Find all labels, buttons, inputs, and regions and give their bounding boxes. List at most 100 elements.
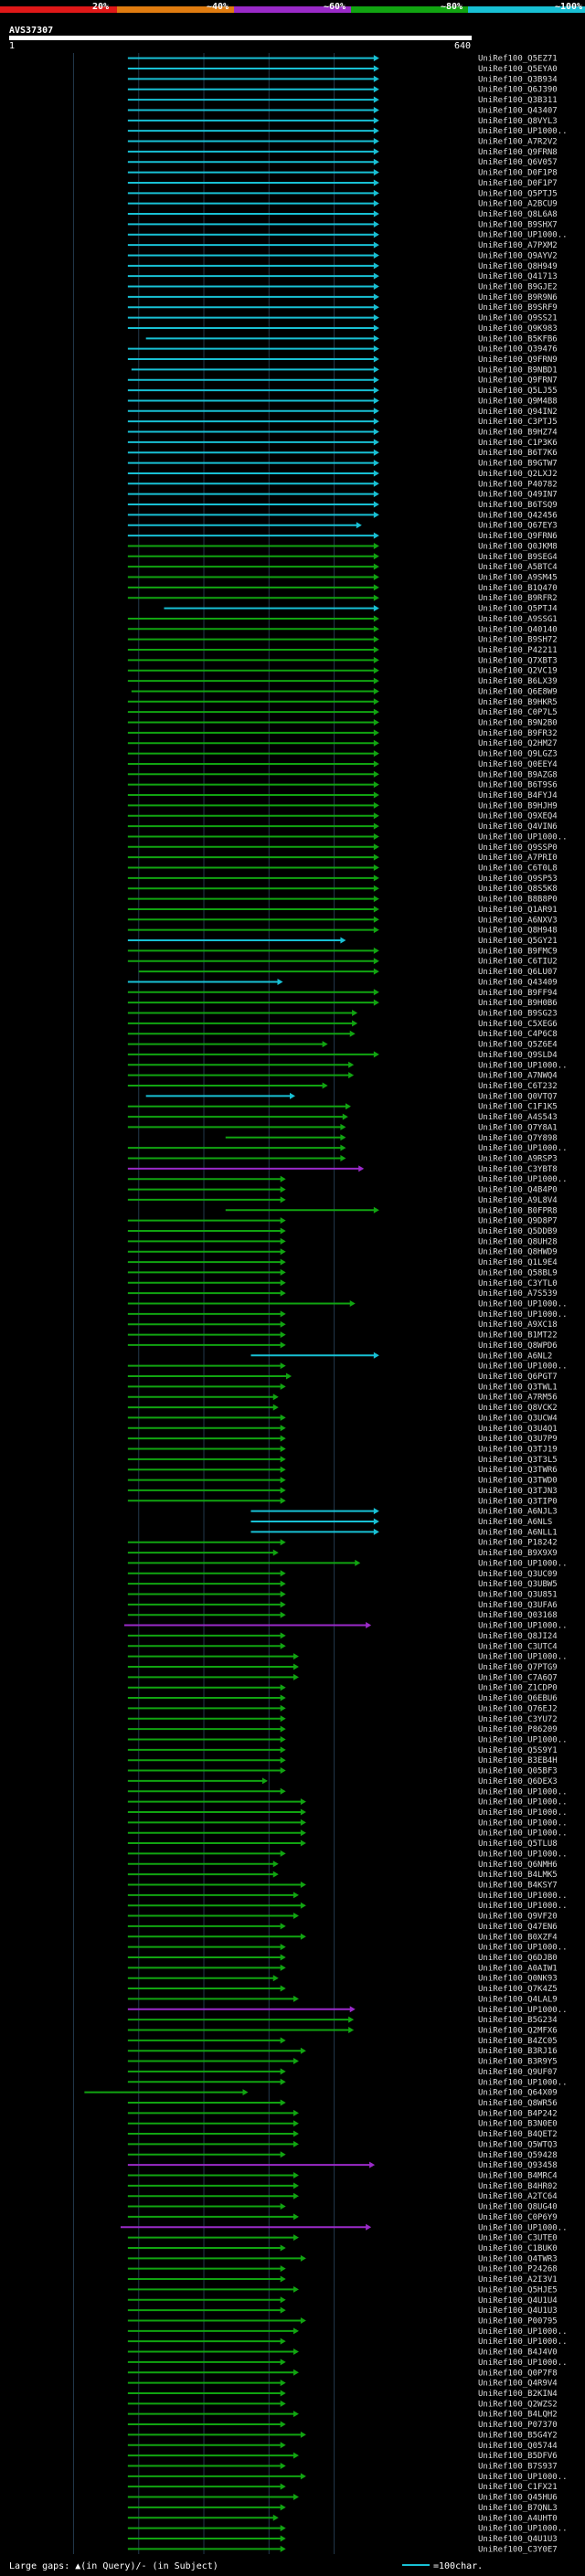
hit-label[interactable]: UniRef100_Q4VIN6 bbox=[478, 822, 558, 832]
hit-label[interactable]: UniRef100_B0XZF4 bbox=[478, 1933, 558, 1942]
hit-label[interactable]: UniRef100_UP1000.. bbox=[478, 1944, 568, 1953]
hit-label[interactable]: UniRef100_A6NL2 bbox=[478, 1352, 552, 1361]
hit-label[interactable]: UniRef100_UP1000.. bbox=[478, 1362, 568, 1372]
hit-label[interactable]: UniRef100_Z1CDP0 bbox=[478, 1684, 558, 1693]
hit-label[interactable]: UniRef100_A0AIW1 bbox=[478, 1964, 558, 1973]
hit-label[interactable]: UniRef100_Q58BL9 bbox=[478, 1268, 558, 1277]
hit-label[interactable]: UniRef100_C1FX21 bbox=[478, 2483, 558, 2492]
hit-label[interactable]: UniRef100_Q9SSP0 bbox=[478, 843, 558, 853]
hit-label[interactable]: UniRef100_Q3U851 bbox=[478, 1590, 558, 1599]
hit-label[interactable]: UniRef100_Q9LGZ3 bbox=[478, 750, 558, 759]
hit-label[interactable]: UniRef100_B6T7K6 bbox=[478, 449, 558, 458]
hit-label[interactable]: UniRef100_UP1000.. bbox=[478, 1892, 568, 1901]
hit-label[interactable]: UniRef100_B8B8P0 bbox=[478, 896, 558, 905]
hit-label[interactable]: UniRef100_Q5EYA0 bbox=[478, 65, 558, 74]
hit-label[interactable]: UniRef100_UP1000.. bbox=[478, 2078, 568, 2087]
hit-label[interactable]: UniRef100_UP1000.. bbox=[478, 2006, 568, 2015]
hit-label[interactable]: UniRef100_B5G4Y2 bbox=[478, 2431, 558, 2440]
hit-label[interactable]: UniRef100_Q0EEY4 bbox=[478, 760, 558, 769]
hit-label[interactable]: UniRef100_B4J4V0 bbox=[478, 2348, 558, 2358]
hit-label[interactable]: UniRef100_C1P3K6 bbox=[478, 439, 558, 448]
hit-label[interactable]: UniRef100_Q5S9Y1 bbox=[478, 1746, 558, 1755]
hit-label[interactable]: UniRef100_Q8VCK2 bbox=[478, 1404, 558, 1413]
hit-label[interactable]: UniRef100_B9AZG8 bbox=[478, 770, 558, 779]
hit-label[interactable]: UniRef100_Q9XEQ4 bbox=[478, 812, 558, 822]
hit-label[interactable]: UniRef100_Q5TLU8 bbox=[478, 1839, 558, 1849]
hit-label[interactable]: UniRef100_D0F1P7 bbox=[478, 179, 558, 188]
hit-label[interactable]: UniRef100_UP1000.. bbox=[478, 1902, 568, 1911]
hit-label[interactable]: UniRef100_B4KSY7 bbox=[478, 1881, 558, 1890]
hit-label[interactable]: UniRef100_UP1000.. bbox=[478, 1559, 568, 1568]
hit-label[interactable]: UniRef100_Q9K983 bbox=[478, 324, 558, 334]
hit-label[interactable]: UniRef100_B9SEG4 bbox=[478, 553, 558, 562]
hit-label[interactable]: UniRef100_Q3T3L5 bbox=[478, 1456, 558, 1465]
hit-label[interactable]: UniRef100_Q2VC19 bbox=[478, 667, 558, 676]
hit-label[interactable]: UniRef100_A7NWQ4 bbox=[478, 1072, 558, 1081]
hit-label[interactable]: UniRef100_Q3U7P9 bbox=[478, 1435, 558, 1444]
hit-label[interactable]: UniRef100_Q2MFX6 bbox=[478, 2026, 558, 2035]
hit-label[interactable]: UniRef100_B4FYJ4 bbox=[478, 791, 558, 800]
hit-label[interactable]: UniRef100_A7PXM2 bbox=[478, 241, 558, 250]
hit-label[interactable]: UniRef100_A6NXV3 bbox=[478, 916, 558, 925]
hit-label[interactable]: UniRef100_Q3TJ19 bbox=[478, 1445, 558, 1454]
hit-label[interactable]: UniRef100_B0FPR8 bbox=[478, 1206, 558, 1215]
hit-label[interactable]: UniRef100_UP1000.. bbox=[478, 2525, 568, 2534]
hit-label[interactable]: UniRef100_UP1000.. bbox=[478, 1144, 568, 1153]
hit-label[interactable]: UniRef100_B9GJE2 bbox=[478, 283, 558, 292]
hit-label[interactable]: UniRef100_B9SH72 bbox=[478, 636, 558, 645]
hit-label[interactable]: UniRef100_Q2LXJ2 bbox=[478, 470, 558, 479]
hit-label[interactable]: UniRef100_Q7PTG9 bbox=[478, 1663, 558, 1672]
hit-label[interactable]: UniRef100_Q9SLD4 bbox=[478, 1051, 558, 1060]
hit-label[interactable]: UniRef100_C3PTJ5 bbox=[478, 418, 558, 427]
hit-label[interactable]: UniRef100_A9XC18 bbox=[478, 1320, 558, 1330]
hit-label[interactable]: UniRef100_A4S543 bbox=[478, 1113, 558, 1122]
hit-label[interactable]: UniRef100_P86209 bbox=[478, 1725, 558, 1734]
hit-label[interactable]: UniRef100_Q9AYV2 bbox=[478, 251, 558, 260]
hit-label[interactable]: UniRef100_Q3B934 bbox=[478, 75, 558, 84]
hit-label[interactable]: UniRef100_Q8JI24 bbox=[478, 1632, 558, 1641]
hit-label[interactable]: UniRef100_P40782 bbox=[478, 480, 558, 489]
hit-label[interactable]: UniRef100_Q7K4Z5 bbox=[478, 1985, 558, 1994]
hit-label[interactable]: UniRef100_B9FF94 bbox=[478, 989, 558, 998]
hit-label[interactable]: UniRef100_A6NJL3 bbox=[478, 1508, 558, 1517]
hit-label[interactable]: UniRef100_UP1000.. bbox=[478, 1818, 568, 1828]
hit-label[interactable]: UniRef100_B9HKR5 bbox=[478, 698, 558, 707]
hit-label[interactable]: UniRef100_Q9SS21 bbox=[478, 314, 558, 323]
hit-label[interactable]: UniRef100_UP1000.. bbox=[478, 832, 568, 842]
hit-label[interactable]: UniRef100_A4UHT0 bbox=[478, 2514, 558, 2523]
hit-label[interactable]: UniRef100_Q5WTQ3 bbox=[478, 2140, 558, 2149]
hit-label[interactable]: UniRef100_UP1000.. bbox=[478, 2337, 568, 2347]
hit-label[interactable]: UniRef100_UP1000.. bbox=[478, 1798, 568, 1807]
hit-label[interactable]: UniRef100_Q9D8P7 bbox=[478, 1217, 558, 1226]
hit-label[interactable]: UniRef100_Q0P7F8 bbox=[478, 2369, 558, 2378]
hit-label[interactable]: UniRef100_A7S539 bbox=[478, 1289, 558, 1299]
hit-label[interactable]: UniRef100_Q43409 bbox=[478, 978, 558, 987]
hit-label[interactable]: UniRef100_Q5LJ55 bbox=[478, 387, 558, 396]
hit-label[interactable]: UniRef100_B9H0B6 bbox=[478, 999, 558, 1008]
hit-label[interactable]: UniRef100_B9SHX7 bbox=[478, 220, 558, 229]
hit-label[interactable]: UniRef100_B4LMK5 bbox=[478, 1871, 558, 1880]
hit-label[interactable]: UniRef100_C3UTE0 bbox=[478, 2234, 558, 2243]
hit-label[interactable]: UniRef100_Q3UC09 bbox=[478, 1570, 558, 1579]
hit-label[interactable]: UniRef100_B9R9N6 bbox=[478, 293, 558, 302]
hit-label[interactable]: UniRef100_UP1000.. bbox=[478, 1310, 568, 1320]
hit-label[interactable]: UniRef100_C3UTC4 bbox=[478, 1642, 558, 1651]
hit-label[interactable]: UniRef100_Q4R9V4 bbox=[478, 2380, 558, 2389]
hit-label[interactable]: UniRef100_Q4B4P0 bbox=[478, 1186, 558, 1195]
hit-label[interactable]: UniRef100_C6T232 bbox=[478, 1082, 558, 1091]
hit-label[interactable]: UniRef100_Q0JKM8 bbox=[478, 542, 558, 551]
hit-label[interactable]: UniRef100_B4QET2 bbox=[478, 2130, 558, 2139]
hit-label[interactable]: UniRef100_B4HR02 bbox=[478, 2182, 558, 2191]
hit-label[interactable]: UniRef100_B3RJ16 bbox=[478, 2047, 558, 2056]
hit-label[interactable]: UniRef100_Q5DDB9 bbox=[478, 1227, 558, 1236]
hit-label[interactable]: UniRef100_Q3TWD0 bbox=[478, 1477, 558, 1486]
hit-label[interactable]: UniRef100_Q05BF3 bbox=[478, 1767, 558, 1776]
hit-label[interactable]: UniRef100_Q6E8W9 bbox=[478, 687, 558, 696]
hit-label[interactable]: UniRef100_Q3UBW5 bbox=[478, 1580, 558, 1589]
hit-label[interactable]: UniRef100_P07370 bbox=[478, 2421, 558, 2430]
hit-label[interactable]: UniRef100_Q6J390 bbox=[478, 86, 558, 95]
hit-label[interactable]: UniRef100_Q6NMH6 bbox=[478, 1860, 558, 1870]
hit-label[interactable]: UniRef100_Q8H948 bbox=[478, 927, 558, 936]
hit-label[interactable]: UniRef100_Q9FRN9 bbox=[478, 355, 558, 365]
hit-label[interactable]: UniRef100_A9SM45 bbox=[478, 574, 558, 583]
